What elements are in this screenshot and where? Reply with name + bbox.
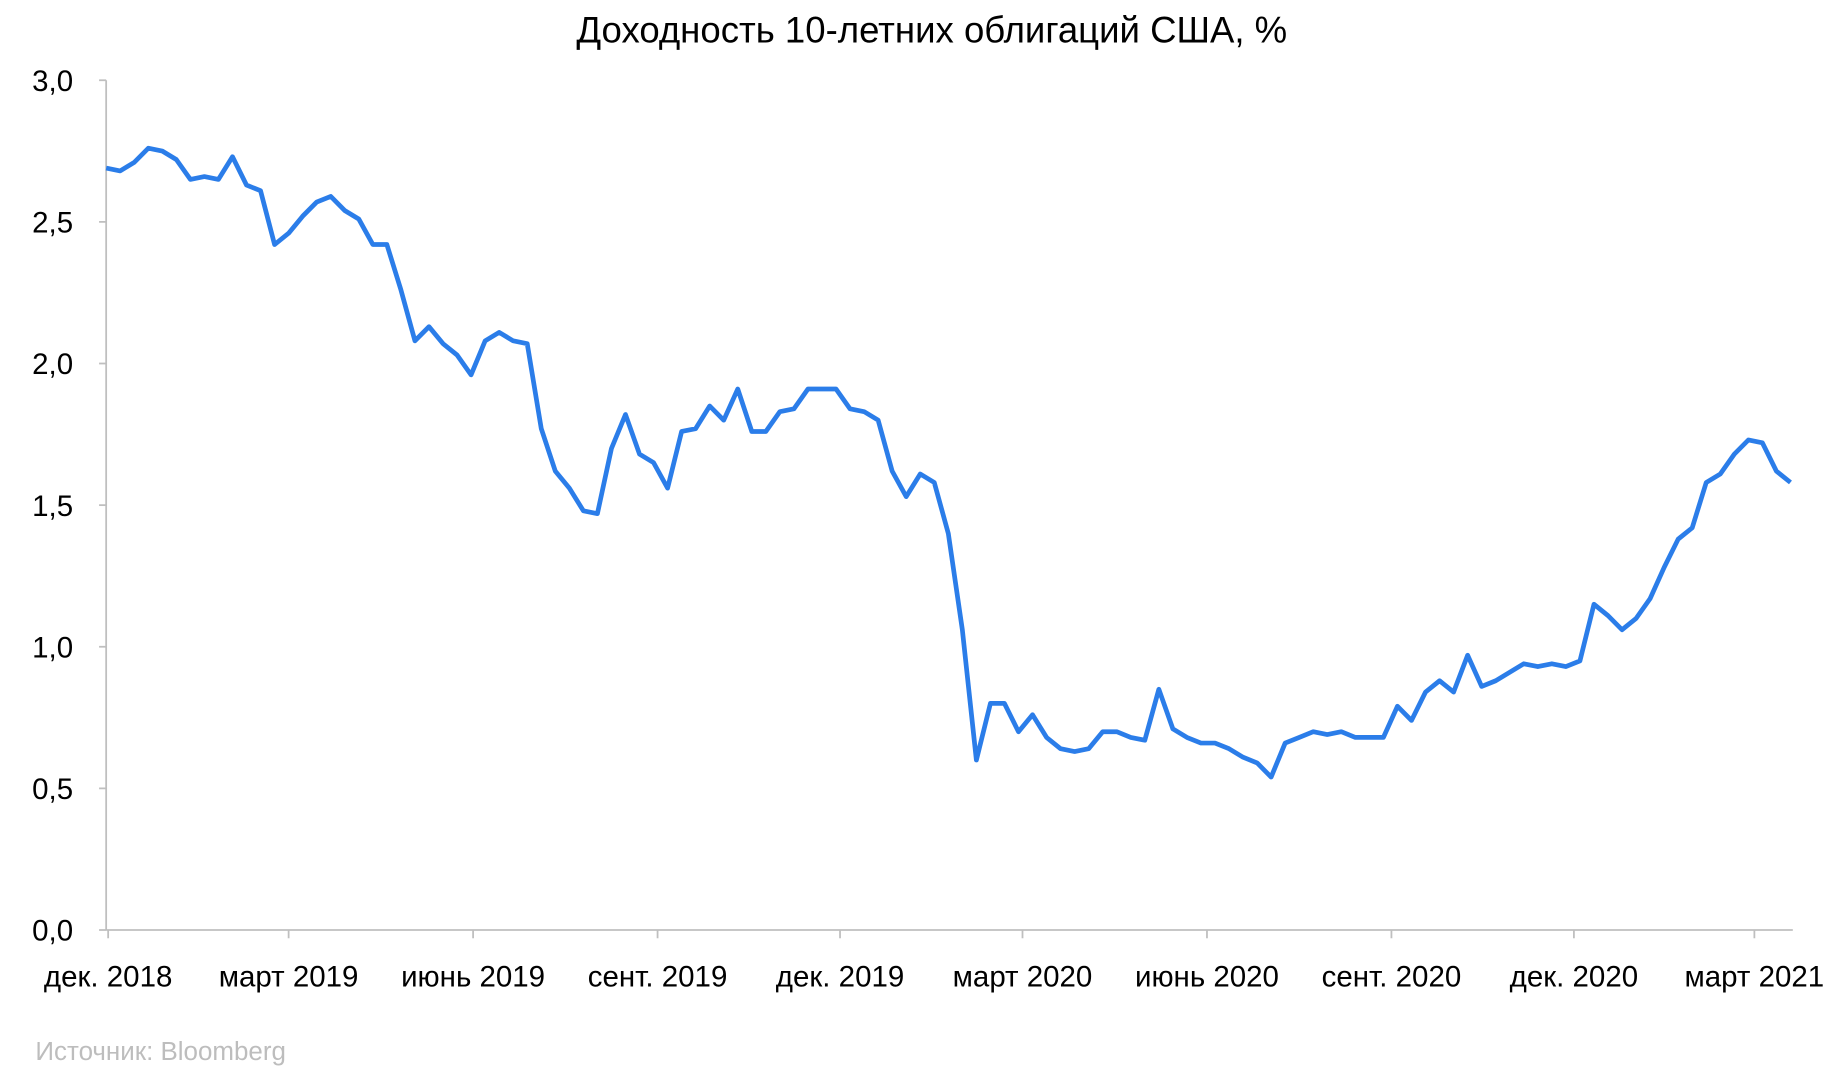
y-axis: 0,0 0,5 1,0 1,5 2,0 2,5 3,0 [32, 65, 108, 948]
x-axis: дек. 2018 март 2019 июнь 2019 сент. 2019 дек… [44, 929, 1825, 994]
x-tick-label: июнь 2020 [1135, 961, 1279, 994]
x-tick-label: дек. 2020 [1510, 961, 1638, 994]
x-tick-label: сент. 2019 [588, 961, 728, 994]
series-line [105, 145, 1792, 780]
y-tick-label: 0,5 [32, 773, 73, 806]
y-tick-label: 0,0 [32, 915, 73, 948]
x-tick-label: сент. 2020 [1322, 961, 1462, 994]
x-tick-label: июнь 2019 [401, 961, 545, 994]
y-tick-label: 2,0 [32, 348, 73, 381]
y-tick-label: 2,5 [32, 206, 73, 239]
y-tick-label: 3,0 [32, 65, 73, 98]
y-tick-label: 1,5 [32, 490, 73, 523]
x-tick-label: дек. 2018 [44, 961, 172, 994]
chart-title: Доходность 10-летних облигаций США, % [576, 9, 1287, 50]
y-tick-label: 1,0 [32, 631, 73, 664]
source-note: Источник: Bloomberg [35, 1038, 286, 1066]
x-tick-label: март 2021 [1685, 961, 1825, 994]
x-tick-label: март 2019 [219, 961, 359, 994]
x-tick-label: март 2020 [953, 961, 1093, 994]
x-tick-label: дек. 2019 [776, 961, 904, 994]
